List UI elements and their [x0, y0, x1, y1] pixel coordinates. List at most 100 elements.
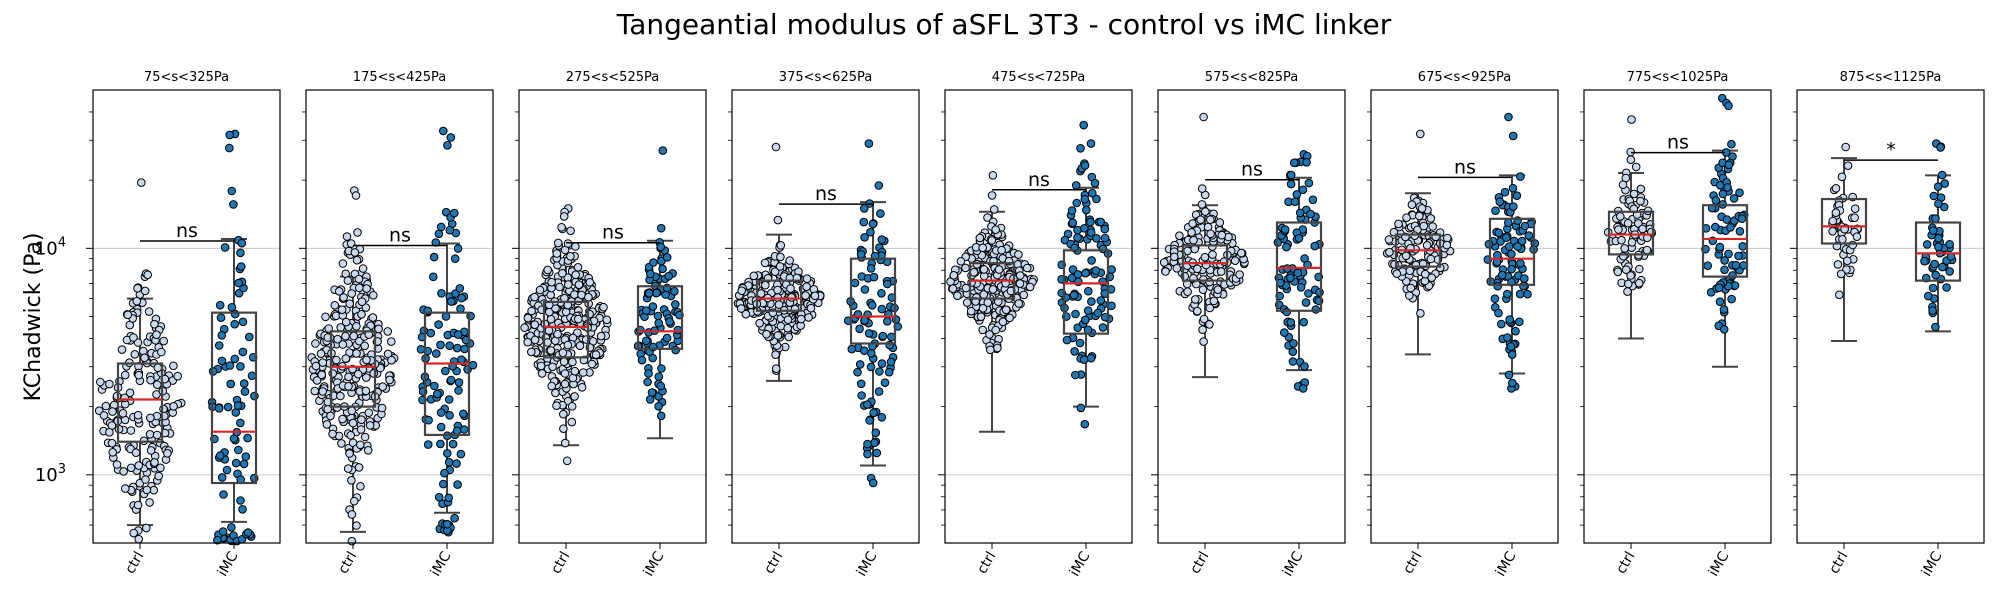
data-point [1508, 131, 1518, 141]
data-point [227, 303, 237, 312]
data-point [571, 270, 581, 280]
data-point [523, 313, 533, 323]
data-point [1081, 315, 1090, 325]
data-point [223, 402, 233, 412]
data-point [317, 370, 327, 380]
data-point [1199, 314, 1209, 324]
data-point [786, 284, 795, 293]
data-point [527, 306, 536, 316]
data-point [245, 332, 254, 342]
data-point [354, 463, 364, 472]
group-ctrl [94, 178, 186, 544]
data-point [1715, 242, 1725, 252]
data-point [1072, 198, 1081, 208]
data-point [1288, 357, 1298, 366]
data-point [453, 343, 462, 353]
data-point [352, 349, 361, 358]
data-point [1237, 248, 1246, 258]
data-point [1417, 204, 1427, 213]
data-point [1406, 283, 1416, 293]
data-point [1636, 196, 1645, 206]
panel-frame [731, 89, 920, 544]
data-point [883, 279, 892, 289]
data-point [1161, 267, 1170, 276]
points-iMC [843, 139, 903, 488]
data-point [456, 304, 465, 314]
data-point [1070, 347, 1079, 356]
data-point [1083, 325, 1093, 335]
data-point [1086, 353, 1096, 363]
data-point [362, 284, 371, 293]
data-point [1306, 209, 1315, 219]
data-point [387, 355, 396, 365]
data-point [1930, 259, 1939, 269]
data-point [1627, 238, 1637, 247]
data-point [1843, 161, 1853, 170]
data-point [1833, 260, 1843, 269]
data-point [673, 325, 683, 335]
data-point [1075, 338, 1085, 348]
data-point [1623, 218, 1633, 228]
data-point [978, 304, 988, 313]
data-point [152, 380, 162, 390]
data-point [332, 355, 341, 365]
data-point [863, 439, 872, 449]
data-point [1724, 101, 1733, 111]
data-point [559, 409, 568, 419]
data-point [653, 311, 663, 321]
data-point [654, 402, 663, 411]
data-point [439, 479, 448, 489]
data-point [1843, 256, 1852, 266]
data-point [641, 336, 651, 346]
data-point [215, 300, 225, 310]
data-point [760, 258, 770, 268]
data-point [351, 191, 361, 200]
data-point [355, 283, 364, 293]
data-point [775, 262, 785, 271]
data-point [646, 269, 655, 279]
data-point [238, 505, 247, 514]
data-point [347, 476, 356, 485]
data-point [1384, 235, 1394, 244]
data-point [1100, 224, 1110, 234]
box [1062, 249, 1110, 335]
data-point [352, 255, 362, 265]
data-point [237, 238, 247, 248]
data-point [447, 297, 456, 306]
data-point [658, 146, 668, 155]
data-point [440, 468, 449, 478]
data-point [1298, 384, 1308, 393]
data-point [436, 439, 445, 449]
data-point [1197, 200, 1207, 209]
data-point [855, 360, 865, 369]
data-point [218, 527, 228, 536]
data-point [318, 387, 328, 396]
data-point [446, 133, 456, 142]
data-point [216, 313, 226, 323]
data-point [966, 306, 976, 316]
data-point [771, 350, 780, 360]
data-point [1720, 265, 1729, 275]
data-point [238, 347, 248, 357]
data-point [143, 270, 152, 280]
data-point [1642, 245, 1652, 255]
data-point [426, 328, 436, 338]
data-point [163, 449, 172, 458]
panel-frame [1583, 89, 1772, 544]
data-point [1937, 170, 1947, 180]
data-point [362, 373, 371, 382]
data-point [1298, 185, 1308, 195]
data-point [1931, 270, 1940, 280]
data-point [555, 282, 564, 292]
data-point [868, 478, 878, 488]
panel: 875<s<1125Pa ctrl iMC * [1790, 70, 1985, 579]
data-point [220, 243, 230, 252]
data-point [670, 287, 679, 296]
data-point [360, 341, 370, 351]
data-point [596, 331, 606, 341]
data-point [436, 408, 446, 417]
data-point [1848, 240, 1858, 250]
data-point [430, 381, 439, 391]
data-point [985, 330, 994, 339]
